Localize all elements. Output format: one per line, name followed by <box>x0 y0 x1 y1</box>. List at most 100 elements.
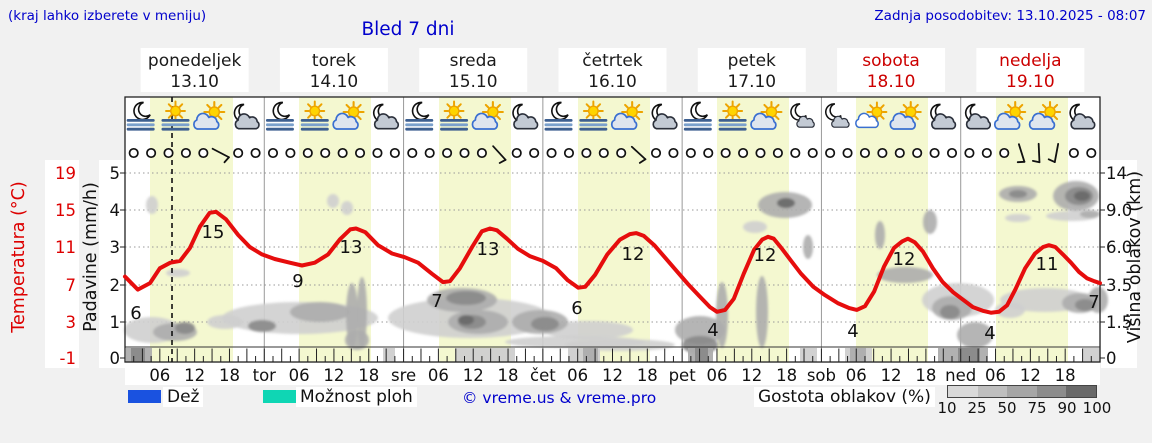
cloud-density-colorbar <box>947 385 1097 398</box>
cloud-height-axis-ticks: 14 9.0 6.0 3.5 1.5 0 <box>1106 164 1132 368</box>
svg-text:12: 12 <box>754 245 777 266</box>
wind-calm-circle <box>755 147 766 159</box>
svg-text:-1: -1 <box>60 349 76 368</box>
wind-calm-circle <box>354 147 366 159</box>
svg-text:19: 19 <box>55 164 76 183</box>
weather-icon-moon-cloud <box>512 103 539 130</box>
svg-text:18.10: 18.10 <box>867 72 916 92</box>
wind-calm-circle <box>302 147 313 159</box>
svg-text:čet: čet <box>530 366 556 385</box>
svg-text:13.10: 13.10 <box>170 72 219 92</box>
wind-calm-circle <box>738 147 749 159</box>
svg-text:14.10: 14.10 <box>310 72 359 92</box>
svg-text:18: 18 <box>219 366 240 385</box>
svg-text:18: 18 <box>637 366 658 385</box>
weather-icon-sun-cloud <box>1028 100 1062 130</box>
svg-text:9: 9 <box>292 271 303 292</box>
svg-text:ponedeljek: ponedeljek <box>148 51 242 71</box>
svg-text:5: 5 <box>110 164 121 183</box>
svg-text:3: 3 <box>66 313 77 332</box>
svg-text:4: 4 <box>707 320 718 341</box>
weather-icon-moon-cloud <box>651 103 678 130</box>
wind-calm-circle <box>772 147 783 159</box>
wind-barb <box>1016 143 1026 164</box>
wind-calm-circle <box>250 147 261 159</box>
page-title: Bled 7 dni <box>361 19 455 40</box>
wind-calm-circle <box>1068 147 1079 159</box>
wind-calm-circle <box>180 147 191 159</box>
weather-icon-moon-cloud <box>1069 103 1096 130</box>
wind-calm-circle <box>807 147 818 159</box>
weather-icon-moon-cloud-small <box>790 103 815 128</box>
weather-icon-sun-fog <box>300 100 329 131</box>
weather-icon-moon-cloud <box>930 103 957 130</box>
wind-calm-circle <box>128 147 139 159</box>
wind-calm-circle <box>964 147 975 159</box>
svg-text:06: 06 <box>289 366 310 385</box>
cloud-density-tick-labels: 10 25 50 75 90 100 <box>937 399 1112 417</box>
svg-text:06: 06 <box>428 366 449 385</box>
wind-calm-circle <box>616 147 627 159</box>
last-update-text: Zadnja posodobitev: 13.10.2025 - 08:07 <box>874 8 1146 24</box>
wind-calm-circle <box>1086 147 1097 159</box>
copyright-link[interactable]: © vreme.us & vreme.pro <box>462 389 657 407</box>
wind-calm-circle <box>912 147 923 159</box>
wind-calm-circle <box>389 147 400 159</box>
wind-calm-circle <box>946 147 958 159</box>
weather-icon-sun-cloud <box>750 100 783 130</box>
wind-barb <box>492 145 507 164</box>
svg-text:12: 12 <box>602 366 623 385</box>
wind-calm-circle <box>163 147 174 159</box>
wind-calm-circle <box>424 147 435 159</box>
wind-calm-circle <box>703 147 714 159</box>
wind-calm-circle <box>668 147 679 159</box>
wind-calm-circle <box>372 147 383 159</box>
svg-text:6: 6 <box>130 303 141 324</box>
weather-icon-moon-cloud-small <box>825 103 850 128</box>
svg-text:12: 12 <box>741 366 762 385</box>
svg-text:7: 7 <box>1088 292 1099 313</box>
weather-icon-sun-cloud <box>471 100 504 130</box>
temperature-axis-label: Temperatura (°C) <box>9 181 29 333</box>
wind-calm-circle <box>685 147 696 159</box>
wind-calm-circle <box>233 147 244 159</box>
svg-text:11: 11 <box>55 238 76 257</box>
svg-text:torek: torek <box>312 51 356 71</box>
plot-frame <box>124 96 1101 363</box>
weather-icon-sun-cloud-white <box>855 101 888 129</box>
weather-icon-sun-fog <box>579 100 608 131</box>
svg-text:1.5: 1.5 <box>1106 313 1132 332</box>
weather-icon-sun-cloud <box>332 100 365 130</box>
svg-text:18: 18 <box>498 366 519 385</box>
wind-calm-circle <box>285 147 296 159</box>
svg-text:12: 12 <box>463 366 484 385</box>
svg-text:sreda: sreda <box>450 51 497 71</box>
wind-calm-circle <box>546 147 557 159</box>
rain-legend-label: Dež <box>163 387 204 407</box>
svg-text:12: 12 <box>893 249 916 270</box>
svg-text:13: 13 <box>340 237 363 258</box>
weather-icon-moon-cloud <box>964 103 991 130</box>
wind-calm-circle <box>894 147 905 159</box>
wind-calm-circle <box>267 147 279 159</box>
svg-text:pet: pet <box>669 366 697 385</box>
wind-calm-circle <box>790 147 801 159</box>
weather-icon-row <box>126 100 1096 131</box>
weather-icon-sun-fog <box>161 100 190 131</box>
location-hint: (kraj lahko izberete v meniju) <box>8 8 207 24</box>
weather-icon-moon-fog <box>265 101 294 131</box>
wind-calm-circle <box>999 147 1010 159</box>
weather-icon-sun-cloud <box>993 100 1027 130</box>
wind-calm-circle <box>981 147 992 159</box>
wind-calm-circle <box>859 147 871 159</box>
wind-calm-circle <box>407 147 418 159</box>
wind-calm-circle <box>842 147 853 159</box>
wind-calm-circle <box>511 147 522 159</box>
wind-barb <box>1047 143 1060 163</box>
svg-text:12: 12 <box>184 366 205 385</box>
svg-text:13: 13 <box>477 239 500 260</box>
wind-calm-circle <box>581 147 592 159</box>
weather-icon-moon-cloud <box>233 103 260 130</box>
svg-text:15: 15 <box>55 201 76 220</box>
